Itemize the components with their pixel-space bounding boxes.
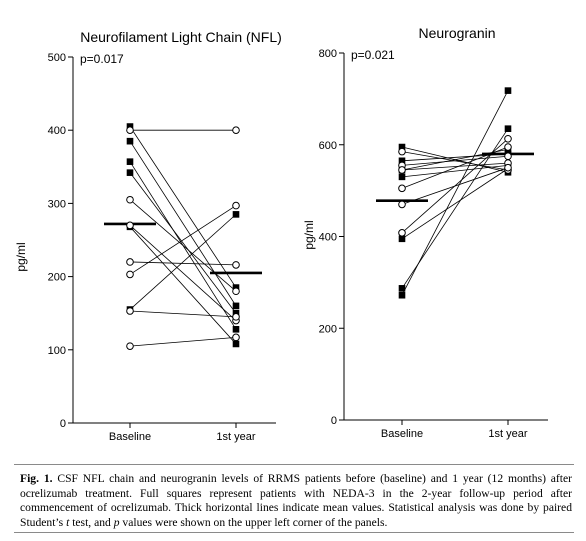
nfl-point-circle xyxy=(232,287,240,296)
neurogranin-point-circle xyxy=(398,184,406,193)
neurogranin-point-square xyxy=(398,235,406,243)
nfl-pair-line xyxy=(129,214,237,310)
nfl-y-tick-label: 0 xyxy=(60,418,66,430)
neurogranin-y-tick-label: 200 xyxy=(319,323,337,335)
neurogranin-y-tick-label: 0 xyxy=(331,415,337,427)
nfl-pair-line xyxy=(129,261,237,266)
caption-text-2: test, and xyxy=(69,515,114,529)
nfl-category-1st-year: 1st year xyxy=(216,431,255,443)
nfl-pair-line xyxy=(129,225,237,321)
nfl-category-baseline: Baseline xyxy=(109,431,151,443)
figure: Neurofilament Light Chain (NFL) p=0.017 … xyxy=(14,25,548,443)
neurogranin-point-circle xyxy=(504,163,512,172)
caption-italic-p: p xyxy=(113,515,120,529)
neurogranin-y-axis-label: pg/ml xyxy=(302,220,316,249)
nfl-pair-line xyxy=(129,172,237,314)
neurogranin-category-baseline: Baseline xyxy=(381,428,423,440)
nfl-y-axis-label: pg/ml xyxy=(14,242,28,271)
nfl-pair-line xyxy=(129,199,237,292)
neurogranin-data-points xyxy=(376,87,534,299)
nfl-point-circle xyxy=(126,195,134,204)
neurogranin-point-square xyxy=(398,285,406,292)
neurogranin-pair-line xyxy=(401,90,509,296)
nfl-y-tick-label: 400 xyxy=(48,125,66,137)
nfl-y-tick-label: 200 xyxy=(48,272,66,284)
neurogranin-y-ticks: 0 200 400 600 800 xyxy=(319,48,344,427)
caption-top-rule xyxy=(14,464,574,465)
neurogranin-y-tick-label: 600 xyxy=(319,140,337,152)
neurogranin-point-square xyxy=(504,125,512,132)
neurogranin-y-tick-label: 800 xyxy=(319,48,337,60)
nfl-point-circle xyxy=(126,270,134,279)
nfl-y-tick-label: 100 xyxy=(48,345,66,357)
nfl-panel: Neurofilament Light Chain (NFL) p=0.017 … xyxy=(14,29,282,443)
neurogranin-point-circle xyxy=(398,147,406,156)
nfl-point-square xyxy=(126,137,134,145)
neurogranin-point-circle xyxy=(398,166,406,174)
nfl-point-circle xyxy=(232,126,240,134)
neurogranin-panel: Neurogranin p=0.021 pg/ml Baseline 1st y… xyxy=(302,25,548,440)
nfl-data-points xyxy=(104,123,262,350)
nfl-point-circle xyxy=(126,221,134,230)
neurogranin-point-circle xyxy=(504,134,512,143)
nfl-pair-line xyxy=(129,140,237,307)
nfl-point-circle xyxy=(232,313,240,321)
caption-label: Fig. 1. xyxy=(20,472,53,485)
nfl-point-square xyxy=(126,158,134,165)
neurogranin-category-1st-year: 1st year xyxy=(488,428,527,440)
nfl-y-ticks: 0 100 200 300 400 500 xyxy=(48,52,73,430)
neurogranin-p-value: p=0.021 xyxy=(351,48,395,62)
nfl-pair-line xyxy=(129,310,237,318)
nfl-point-circle xyxy=(126,307,134,315)
figure-caption: Fig. 1. CSF NFL chain and neurogranin le… xyxy=(20,472,572,530)
nfl-point-circle xyxy=(232,333,240,342)
neurogranin-pair-line xyxy=(401,155,509,166)
neurogranin-point-square xyxy=(398,143,406,151)
neurogranin-point-square xyxy=(398,173,406,181)
nfl-point-square xyxy=(232,302,240,310)
neurogranin-point-square xyxy=(398,291,406,299)
neurogranin-pair-line xyxy=(401,168,509,240)
nfl-y-tick-label: 500 xyxy=(48,52,66,64)
neurogranin-axes xyxy=(343,53,548,425)
neurogranin-point-circle xyxy=(398,200,406,209)
nfl-pair-line xyxy=(129,226,237,345)
nfl-chart-title: Neurofilament Light Chain (NFL) xyxy=(80,29,282,45)
nfl-point-circle xyxy=(126,126,134,134)
nfl-point-square xyxy=(232,340,240,348)
neurogranin-point-circle xyxy=(398,229,406,237)
caption-italic-t: t xyxy=(66,515,70,529)
nfl-point-circle xyxy=(232,261,240,269)
neurogranin-pair-line xyxy=(401,162,509,171)
nfl-point-square xyxy=(232,326,240,333)
neurogranin-point-square xyxy=(504,87,512,94)
neurogranin-point-circle xyxy=(504,152,512,161)
nfl-point-circle xyxy=(126,258,134,266)
caption-text-3: values were shown on the upper left corn… xyxy=(119,515,388,529)
neurogranin-chart-title: Neurogranin xyxy=(418,25,495,41)
nfl-y-tick-label: 300 xyxy=(48,198,66,210)
neurogranin-y-tick-label: 400 xyxy=(319,232,337,244)
neurogranin-point-square xyxy=(398,157,406,165)
neurogranin-point-circle xyxy=(504,143,512,151)
nfl-pair-line xyxy=(129,336,237,347)
nfl-axes xyxy=(72,57,276,428)
nfl-p-value: p=0.017 xyxy=(80,52,124,66)
nfl-point-circle xyxy=(232,201,240,210)
nfl-point-circle xyxy=(126,342,134,350)
nfl-point-square xyxy=(126,169,134,176)
nfl-pair-line xyxy=(129,126,237,288)
nfl-pair-line xyxy=(129,205,237,275)
caption-text-1: CSF NFL chain and neurogranin levels of … xyxy=(20,472,573,529)
nfl-point-square xyxy=(232,211,240,218)
caption-bottom-rule xyxy=(14,532,574,533)
